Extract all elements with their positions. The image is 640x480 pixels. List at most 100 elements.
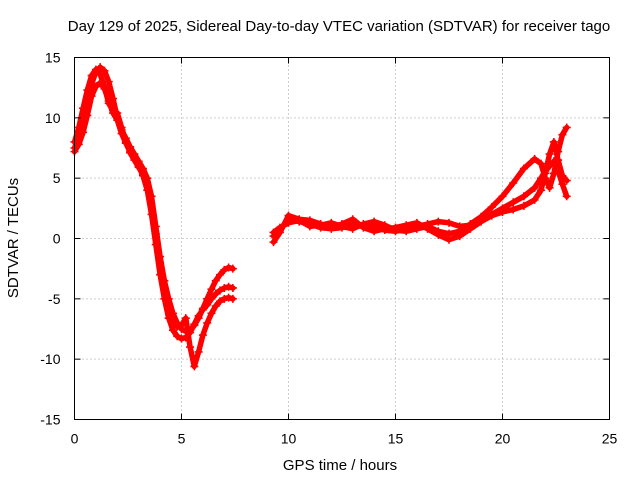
data-point [545, 150, 554, 159]
data-point [143, 181, 152, 190]
data-point [83, 86, 92, 95]
data-point [224, 263, 233, 272]
data-point [168, 316, 177, 325]
data-point [190, 362, 199, 371]
data-point [391, 226, 400, 235]
data-point [466, 220, 475, 229]
data-point [558, 180, 567, 189]
data-point [487, 203, 496, 212]
data-point [194, 311, 203, 320]
data-point [96, 63, 105, 72]
data-point [224, 293, 233, 302]
y-tick-label: -5 [48, 291, 61, 307]
data-point [295, 216, 304, 225]
data-point [228, 283, 237, 292]
data-point [87, 92, 96, 101]
data-point [228, 294, 237, 303]
axes-ticks: 0 5 10 15 20 25 -15 -10 -5 0 5 10 15 [40, 50, 617, 447]
y-tick-label: -10 [40, 351, 60, 367]
data-point [216, 270, 225, 279]
data-point [434, 217, 443, 226]
data-point [104, 77, 113, 86]
data-point [186, 343, 195, 352]
data-point [109, 106, 118, 115]
data-point [198, 305, 207, 314]
data-point [121, 137, 130, 146]
data-point [519, 164, 528, 173]
y-tick-label: 0 [53, 231, 61, 247]
data-point [194, 347, 203, 356]
data-point [434, 227, 443, 236]
data-point [455, 227, 464, 236]
plot-area [70, 63, 571, 371]
x-tick-label: 25 [602, 431, 618, 447]
data-point [168, 326, 177, 335]
data-point [138, 170, 147, 179]
data-point [498, 192, 507, 201]
data-point [545, 183, 554, 192]
data-point [380, 221, 389, 230]
data-point [203, 318, 212, 327]
data-point [130, 156, 139, 165]
data-point [284, 218, 293, 227]
data-point [370, 217, 379, 226]
data-point [305, 222, 314, 231]
chart-title: Day 129 of 2025, Sidereal Day-to-day VTE… [68, 18, 610, 35]
data-point [203, 300, 212, 309]
data-point [211, 276, 220, 285]
data-point [87, 71, 96, 80]
series-trace [71, 64, 236, 335]
data-point [216, 297, 225, 306]
data-point [530, 195, 539, 204]
data-point [338, 222, 346, 231]
y-tick-label: 15 [45, 50, 61, 66]
y-tick-label: 10 [45, 110, 61, 126]
series-trace [71, 66, 236, 370]
data-point [151, 229, 160, 238]
data-point [370, 227, 379, 236]
data-point [509, 178, 518, 187]
data-point [216, 286, 225, 295]
x-tick-label: 0 [71, 431, 79, 447]
series-tago-f [269, 123, 571, 238]
data-point [359, 220, 368, 229]
data-point [519, 192, 528, 201]
data-point [316, 221, 325, 230]
data-point [207, 285, 216, 294]
data-point [509, 198, 518, 207]
data-point [445, 229, 453, 238]
data-point [173, 322, 182, 331]
data-point [177, 321, 186, 330]
data-point [117, 123, 126, 132]
data-point [96, 70, 105, 79]
data-point [177, 334, 186, 343]
data-point [74, 140, 83, 149]
data-point [228, 264, 237, 273]
data-point [220, 283, 229, 292]
data-point [562, 176, 571, 185]
data-point [558, 171, 567, 180]
data-point [100, 82, 109, 91]
y-tick-label: 5 [53, 170, 61, 186]
data-point [198, 331, 207, 340]
data-point [269, 238, 278, 247]
data-point [173, 332, 182, 341]
data-point [91, 65, 100, 74]
data-point [348, 224, 357, 233]
data-point [562, 192, 571, 201]
data-point [113, 109, 122, 118]
x-tick-label: 5 [178, 431, 186, 447]
data-point [83, 111, 92, 120]
y-tick-label: -15 [40, 412, 60, 428]
series-trace [270, 124, 570, 237]
data-point [327, 218, 336, 227]
data-point [284, 211, 293, 220]
data-point [537, 186, 546, 195]
data-point [224, 282, 233, 291]
data-point [519, 201, 528, 210]
data-point [156, 258, 165, 267]
data-point [445, 218, 453, 227]
data-point [558, 130, 567, 139]
data-point [126, 148, 135, 157]
